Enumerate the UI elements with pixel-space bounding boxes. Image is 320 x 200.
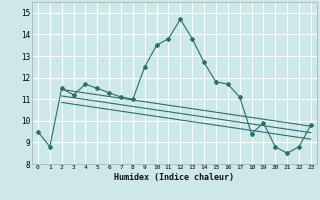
- X-axis label: Humidex (Indice chaleur): Humidex (Indice chaleur): [115, 173, 234, 182]
